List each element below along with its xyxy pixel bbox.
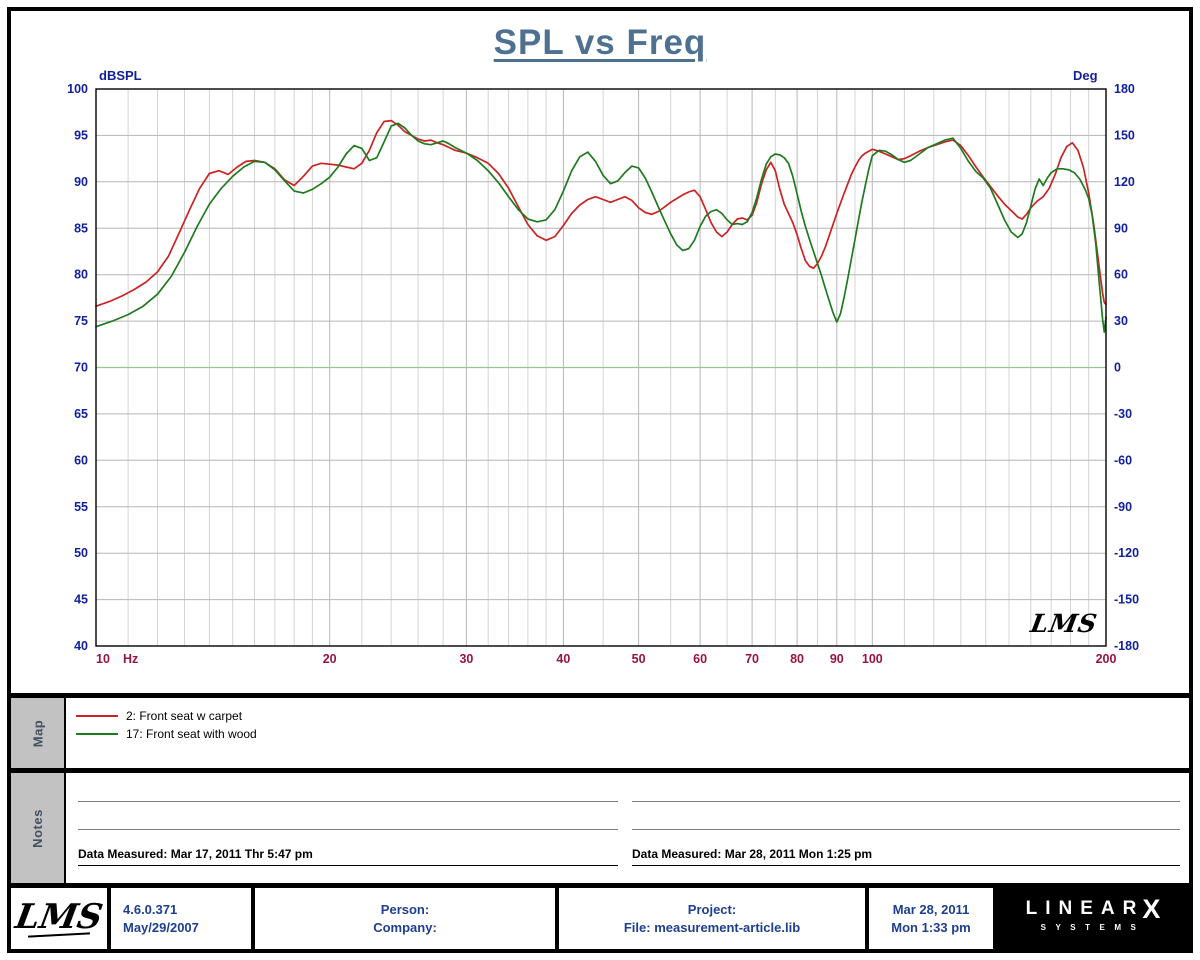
data-measured-left: Data Measured: Mar 17, 2011 Thr 5:47 pm bbox=[78, 847, 618, 866]
legend-item: 2: Front seat w carpet bbox=[76, 707, 257, 725]
y-left-tick-label: 85 bbox=[74, 221, 88, 235]
footer-date: Mar 28, 2011 bbox=[892, 901, 970, 917]
project-file-cell: Project: File: measurement-article.lib bbox=[559, 888, 869, 949]
y-right-tick-label: 90 bbox=[1114, 221, 1128, 235]
x-tick-label: 90 bbox=[830, 652, 844, 666]
notes-section: Notes Data Measured: Mar 17, 2011 Thr 5:… bbox=[11, 773, 1189, 883]
person-label: Person: bbox=[380, 901, 430, 917]
y-right-tick-label: -150 bbox=[1114, 593, 1139, 607]
y-right-tick-label: 30 bbox=[1114, 314, 1128, 328]
x-tick-label: 20 bbox=[323, 652, 337, 666]
x-tick-label: 70 bbox=[745, 652, 759, 666]
y-right-tick-label: -30 bbox=[1114, 407, 1132, 421]
y-left-tick-label: 80 bbox=[74, 268, 88, 282]
map-legend-area: 2: Front seat w carpet 17: Front seat wi… bbox=[66, 698, 1189, 768]
notes-area: Data Measured: Mar 17, 2011 Thr 5:47 pm … bbox=[66, 773, 1189, 883]
y-left-tick-label: 100 bbox=[67, 82, 88, 96]
legend-swatch-red bbox=[76, 715, 118, 717]
y-left-tick-label: 50 bbox=[74, 546, 88, 560]
notes-sidebar-cell: Notes bbox=[11, 773, 66, 883]
legend-label: 2: Front seat w carpet bbox=[126, 709, 243, 723]
y-left-tick-label: 55 bbox=[74, 500, 88, 514]
y-left-tick-label: 95 bbox=[74, 128, 88, 142]
footer-time: Mon 1:33 pm bbox=[891, 919, 971, 935]
notes-sidebar-label: Notes bbox=[30, 808, 45, 848]
linearx-systems-logo: LINEAR X SYSTEMS bbox=[997, 888, 1189, 949]
y-right-tick-label: 180 bbox=[1114, 82, 1135, 96]
x-tick-label: 100 bbox=[862, 652, 883, 666]
legend-label: 17: Front seat with wood bbox=[126, 727, 257, 741]
lms-footer-logo: LMS bbox=[12, 896, 106, 937]
lms-plot-logo: LMS bbox=[1028, 609, 1100, 638]
y-right-tick-label: 60 bbox=[1114, 268, 1128, 282]
section-divider bbox=[11, 693, 1189, 698]
project-label: Project: bbox=[687, 901, 737, 917]
spl-frequency-plot: 1009590858075706560555045401801501209060… bbox=[67, 82, 1139, 666]
section-divider bbox=[11, 768, 1189, 773]
y-right-tick-label: 150 bbox=[1114, 128, 1135, 142]
note-ruled-line bbox=[78, 801, 618, 802]
version-number: 4.6.0.371 bbox=[123, 901, 178, 917]
x-unit-label: Hz bbox=[123, 652, 138, 666]
chart-section: SPL vs Freq dBSPL Deg 100 95 90 85 80 75 70 65 6… bbox=[11, 11, 1189, 693]
x-tick-label: 30 bbox=[459, 652, 473, 666]
y-left-tick-label: 75 bbox=[74, 314, 88, 328]
legend: 2: Front seat w carpet 17: Front seat wi… bbox=[76, 707, 257, 743]
legend-swatch-green bbox=[76, 733, 118, 735]
y-right-tick-label: -180 bbox=[1114, 639, 1139, 653]
person-company-cell: Person: Company: bbox=[255, 888, 559, 949]
version-cell: 4.6.0.371 May/29/2007 bbox=[111, 888, 255, 949]
file-label: File: measurement-article.lib bbox=[623, 919, 801, 935]
y-left-tick-label: 90 bbox=[74, 175, 88, 189]
linearx-logo-top: LINEAR X bbox=[1025, 894, 1161, 924]
y-right-tick-label: 120 bbox=[1114, 175, 1135, 189]
map-sidebar-label: Map bbox=[30, 719, 45, 747]
note-ruled-line bbox=[632, 829, 1180, 830]
brand-x-text: X bbox=[1142, 894, 1161, 924]
map-sidebar-cell: Map bbox=[11, 698, 66, 768]
y-left-tick-label: 65 bbox=[74, 407, 88, 421]
chart-title: SPL vs Freq bbox=[493, 23, 707, 62]
date-time-cell: Mar 28, 2011 Mon 1:33 pm bbox=[869, 888, 997, 949]
map-section: Map 2: Front seat w carpet 17: Front sea… bbox=[11, 698, 1189, 768]
series-front-seat-wood bbox=[95, 122, 1107, 334]
legend-item: 17: Front seat with wood bbox=[76, 725, 257, 743]
note-ruled-line bbox=[78, 829, 618, 830]
note-ruled-line bbox=[632, 801, 1180, 802]
plot-border bbox=[95, 88, 1107, 647]
y-right-tick-label: 0 bbox=[1114, 361, 1121, 375]
y-left-tick-label: 70 bbox=[74, 361, 88, 375]
notes-column-right: Data Measured: Mar 28, 2011 Mon 1:25 pm bbox=[632, 773, 1180, 883]
y-right-tick-label: -90 bbox=[1114, 500, 1132, 514]
page-frame: SPL vs Freq dBSPL Deg 100 95 90 85 80 75 70 65 6… bbox=[7, 7, 1193, 953]
y-right-tick-label: -120 bbox=[1114, 546, 1139, 560]
series-front-seat-carpet bbox=[95, 119, 1107, 308]
x-tick-label: 40 bbox=[556, 652, 570, 666]
y-left-tick-label: 60 bbox=[74, 453, 88, 467]
footer-bar: LMS 4.6.0.371 May/29/2007 Person: Compan… bbox=[11, 888, 1189, 949]
version-date: May/29/2007 bbox=[123, 919, 199, 935]
company-label: Company: bbox=[373, 919, 437, 935]
right-axis-unit-label: Deg bbox=[1073, 68, 1098, 83]
y-right-tick-label: -60 bbox=[1114, 453, 1132, 467]
brand-systems-text: SYSTEMS bbox=[1040, 923, 1146, 932]
x-tick-label: 50 bbox=[632, 652, 646, 666]
y-left-tick-label: 40 bbox=[74, 639, 88, 653]
data-measured-right: Data Measured: Mar 28, 2011 Mon 1:25 pm bbox=[632, 847, 1180, 866]
left-axis-unit-label: dBSPL bbox=[99, 68, 142, 83]
x-tick-label: 60 bbox=[693, 652, 707, 666]
x-tick-label: 200 bbox=[1096, 652, 1117, 666]
x-tick-label: 80 bbox=[790, 652, 804, 666]
y-left-tick-label: 45 bbox=[74, 593, 88, 607]
lms-footer-logo-cell: LMS bbox=[11, 888, 111, 949]
notes-column-left: Data Measured: Mar 17, 2011 Thr 5:47 pm bbox=[78, 773, 618, 883]
x-tick-label: 10 bbox=[96, 652, 110, 666]
section-divider bbox=[11, 883, 1189, 888]
brand-linear-text: LINEAR bbox=[1025, 898, 1145, 919]
